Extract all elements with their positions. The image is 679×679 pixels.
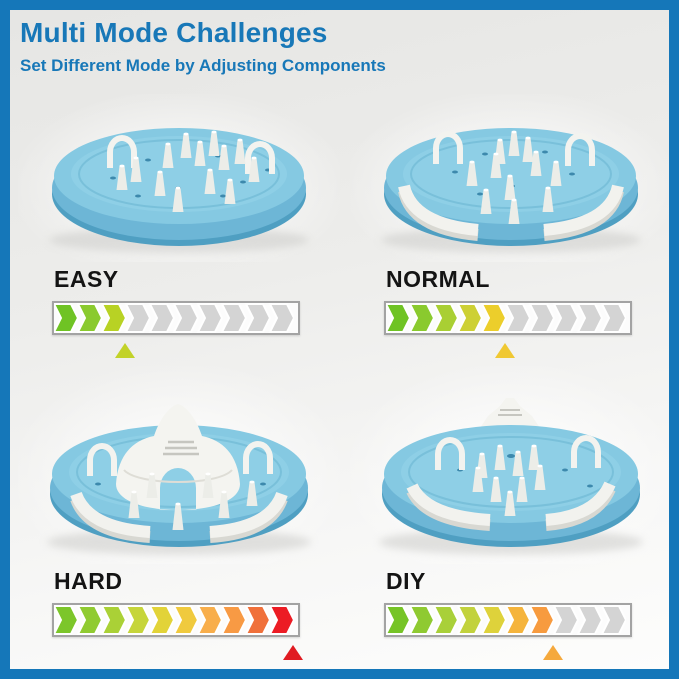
bar-segment <box>504 303 532 333</box>
bar-segment <box>456 605 484 635</box>
bar-segment <box>76 303 104 333</box>
bar-segment <box>220 303 248 333</box>
arch-components <box>107 135 275 174</box>
bar-segment <box>148 303 176 333</box>
mode-section-hard: HARD <box>18 366 340 660</box>
mode-section-diy: DIY <box>350 366 669 660</box>
bar-segment <box>54 605 80 635</box>
page-subtitle: Set Different Mode by Adjusting Componen… <box>20 55 386 75</box>
bar-segment <box>408 303 436 333</box>
bar-segment <box>432 605 460 635</box>
difficulty-bar-svg <box>386 605 626 635</box>
marker-normal <box>495 343 515 358</box>
marker-diy <box>543 645 563 660</box>
dome-vents <box>163 440 199 456</box>
product-photo-normal <box>350 94 669 262</box>
bar-segment <box>244 303 272 333</box>
bar-segment <box>432 303 460 333</box>
bar-segment <box>220 605 248 635</box>
bar-segment <box>196 303 224 333</box>
bar-segment <box>124 303 152 333</box>
bar-segment <box>528 605 556 635</box>
difficulty-bar-normal <box>384 301 632 358</box>
feeder-disc <box>382 425 640 547</box>
bar-segment <box>100 303 128 333</box>
arch-components <box>433 131 595 166</box>
product-photo-diy <box>350 366 669 564</box>
wall-components <box>406 481 616 531</box>
header: Multi Mode Challenges Set Different Mode… <box>20 17 386 76</box>
peg-components <box>128 472 258 530</box>
bar-segment <box>552 303 580 333</box>
bar-segment <box>54 303 80 333</box>
bar-segment <box>552 605 580 635</box>
bar-segment <box>600 303 626 333</box>
peg-components <box>116 130 260 212</box>
wall-components <box>70 491 288 543</box>
difficulty-bar-svg <box>54 303 294 333</box>
bar-segment <box>480 303 508 333</box>
mode-section-normal: NORMAL <box>350 94 669 358</box>
bar-segment <box>408 605 436 635</box>
bar-segment <box>244 605 272 635</box>
peg-components <box>472 444 546 516</box>
arch-components <box>435 435 601 470</box>
mode-section-easy: EASY <box>18 94 340 358</box>
product-photo-easy <box>18 94 340 262</box>
peg-components <box>466 130 562 224</box>
bar-segment <box>576 303 604 333</box>
difficulty-bar-diy <box>384 603 632 660</box>
mode-label-hard: HARD <box>54 568 123 594</box>
bar-segment <box>576 605 604 635</box>
bar-segment <box>100 605 128 635</box>
panel-vents <box>498 409 522 416</box>
marker-hard <box>283 645 303 660</box>
mode-label-diy: DIY <box>386 568 426 594</box>
bar-segment <box>504 605 532 635</box>
bar-segment <box>386 605 412 635</box>
bar-segment <box>268 605 294 635</box>
page-title: Multi Mode Challenges <box>20 17 328 48</box>
bar-segment <box>172 303 200 333</box>
bar-segment <box>456 303 484 333</box>
bar-segment <box>172 605 200 635</box>
difficulty-bar-svg <box>386 303 626 333</box>
marker-easy <box>115 343 135 358</box>
wall-components <box>398 184 624 241</box>
bar-segment <box>600 605 626 635</box>
bar-segment <box>148 605 176 635</box>
bar-segment <box>528 303 556 333</box>
bar-segment <box>196 605 224 635</box>
product-photo-hard <box>18 366 340 564</box>
mode-label-easy: EASY <box>54 266 119 292</box>
arch-components <box>87 441 273 476</box>
mode-label-normal: NORMAL <box>386 266 490 292</box>
bar-segment <box>480 605 508 635</box>
bar-segment <box>386 303 412 333</box>
bar-segment <box>76 605 104 635</box>
difficulty-bar-easy <box>52 301 300 358</box>
bar-segment <box>268 303 294 333</box>
difficulty-bar-svg <box>54 605 294 635</box>
bar-segment <box>124 605 152 635</box>
difficulty-bar-hard <box>52 603 303 660</box>
